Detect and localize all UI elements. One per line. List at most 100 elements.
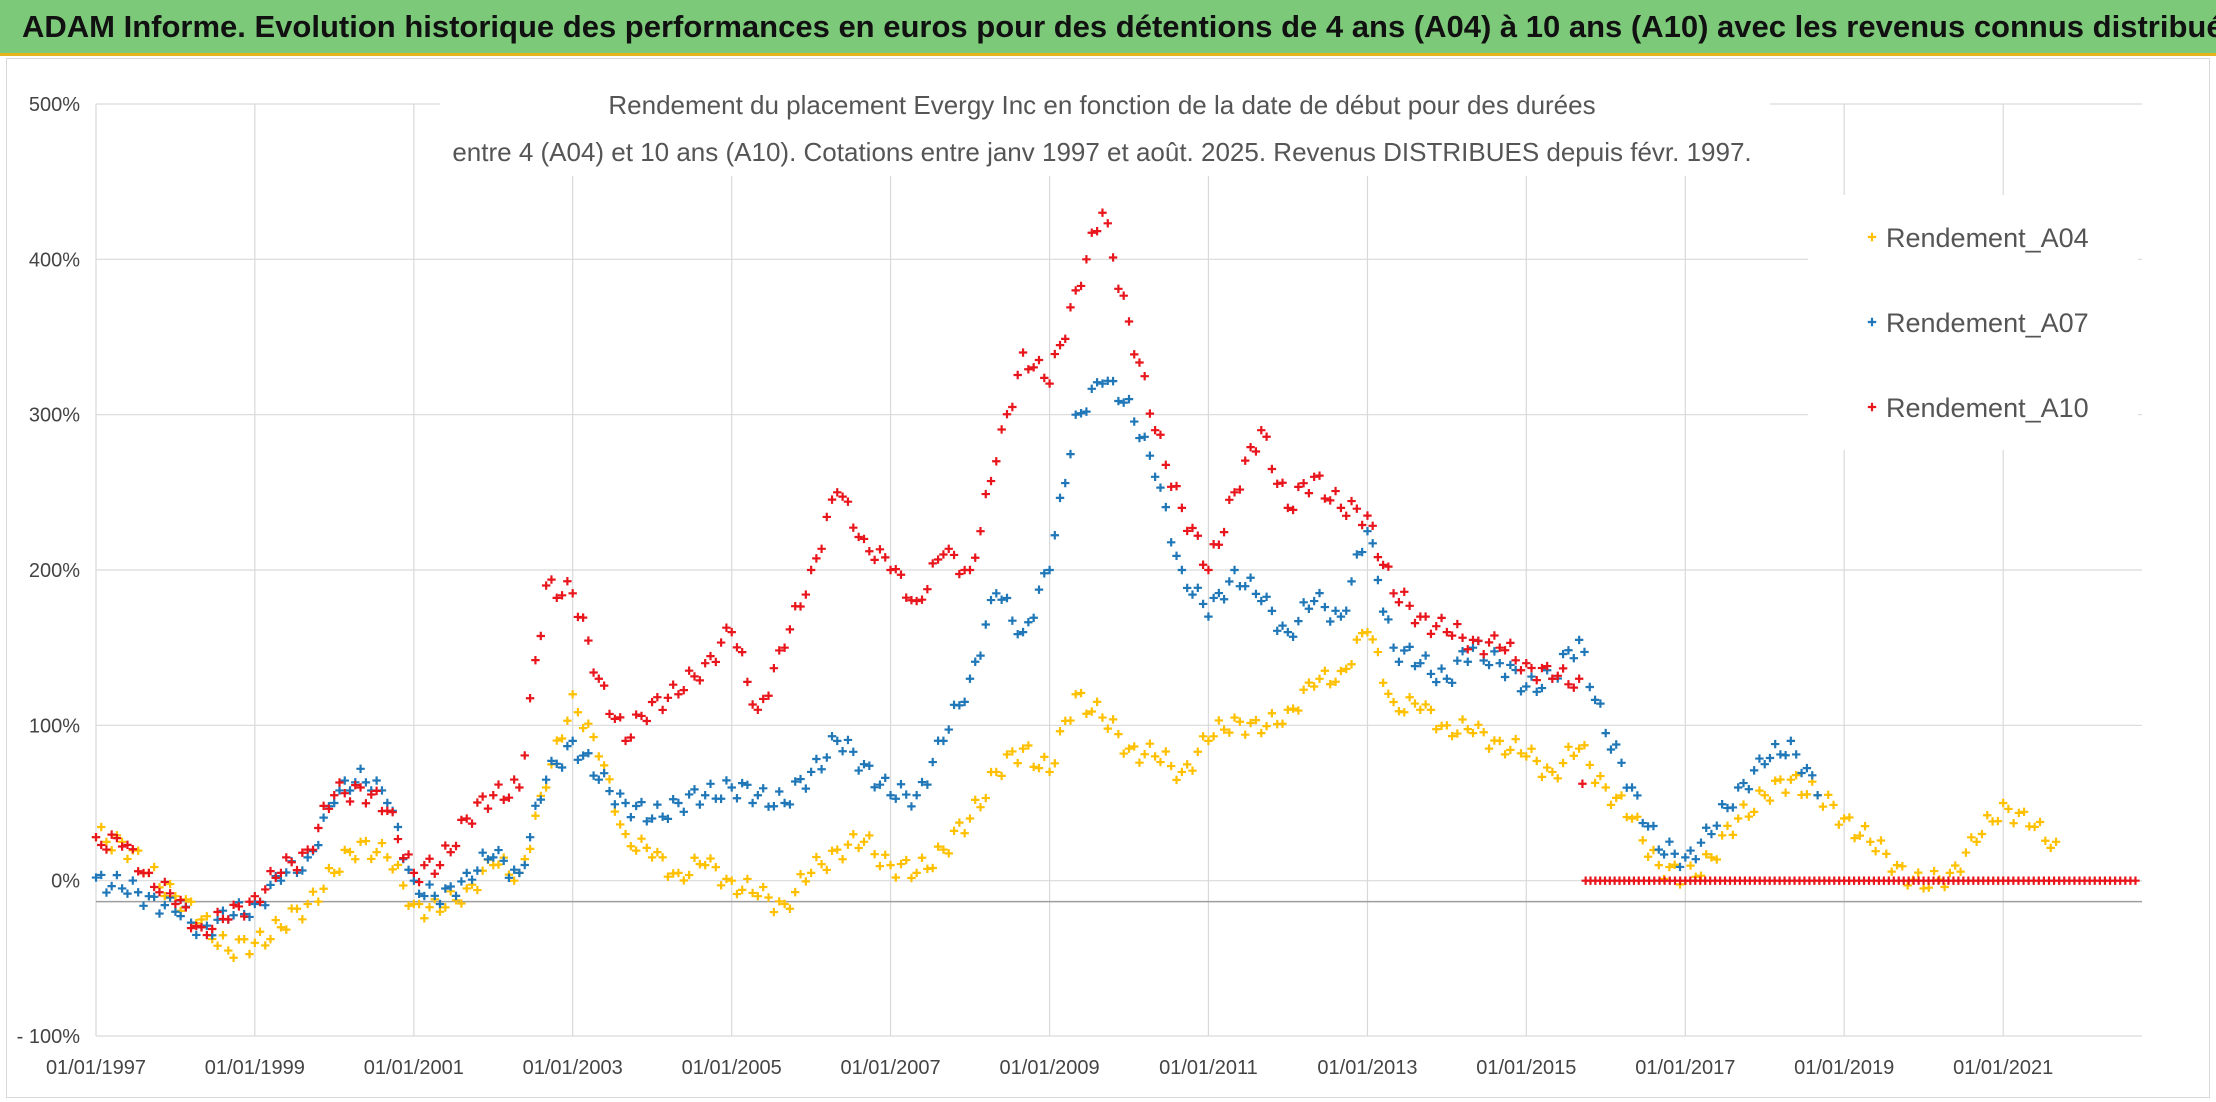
data-point <box>547 756 556 766</box>
data-point <box>854 532 863 542</box>
data-point <box>881 553 890 562</box>
data-point <box>509 876 519 885</box>
data-point <box>1342 606 1351 615</box>
data-point <box>1368 521 1377 531</box>
data-point <box>1400 708 1409 717</box>
data-point <box>171 892 180 901</box>
data-point <box>525 694 535 703</box>
data-point <box>1633 791 1642 800</box>
data-point <box>1061 334 1070 344</box>
data-point <box>1463 645 1472 654</box>
data-point <box>801 590 811 599</box>
x-tick-label: 01/01/2001 <box>364 1057 464 1079</box>
data-point <box>838 747 847 756</box>
data-point <box>489 853 498 862</box>
data-point <box>91 873 101 882</box>
data-point <box>319 801 328 811</box>
data-point <box>494 845 503 855</box>
data-point <box>1294 482 1303 492</box>
data-point <box>1702 823 1711 832</box>
data-point <box>690 672 699 681</box>
data-point <box>1548 674 1557 683</box>
data-point <box>97 840 106 850</box>
data-point <box>679 876 688 885</box>
data-point <box>976 651 985 660</box>
data-point <box>727 876 736 885</box>
data-point <box>1161 460 1171 470</box>
data-point <box>1241 582 1250 591</box>
data-point <box>1347 660 1356 669</box>
data-point <box>1765 796 1775 805</box>
data-point <box>499 856 508 866</box>
data-point <box>1432 724 1441 734</box>
data-point <box>1225 495 1234 505</box>
data-point <box>1092 378 1102 387</box>
data-point <box>335 786 344 795</box>
data-point <box>1378 678 1388 688</box>
data-point <box>1384 562 1393 571</box>
data-point <box>1527 744 1536 753</box>
data-point <box>1717 800 1727 809</box>
data-point <box>849 830 858 839</box>
data-point <box>843 735 853 745</box>
data-point <box>822 753 832 762</box>
data-point <box>525 844 535 854</box>
data-point <box>2009 818 2018 828</box>
data-point <box>695 676 705 685</box>
data-point <box>605 786 614 796</box>
data-point <box>367 790 376 799</box>
data-point <box>1728 830 1738 840</box>
data-point <box>494 860 503 869</box>
data-point <box>112 870 122 880</box>
data-point <box>319 813 328 822</box>
data-point <box>653 800 662 809</box>
data-point <box>541 783 551 792</box>
data-point <box>435 907 445 916</box>
data-point <box>817 860 826 869</box>
data-point <box>663 693 673 703</box>
data-point <box>1500 750 1510 759</box>
data-point <box>1076 688 1086 698</box>
data-point <box>107 881 116 891</box>
data-point <box>928 863 937 873</box>
data-point <box>1744 785 1754 794</box>
data-point <box>1347 496 1356 506</box>
data-point <box>446 847 455 857</box>
data-point <box>949 550 959 560</box>
data-point <box>197 923 206 932</box>
data-point <box>1108 253 1118 262</box>
data-point <box>1262 721 1271 731</box>
data-point <box>1786 736 1796 746</box>
data-point <box>1945 868 1955 878</box>
data-point <box>414 877 424 887</box>
data-point <box>594 775 603 784</box>
data-point <box>796 774 805 784</box>
data-point <box>1331 677 1340 686</box>
data-point <box>684 870 694 880</box>
data-point <box>1867 402 1877 412</box>
data-point <box>1145 739 1155 748</box>
data-point <box>383 798 392 808</box>
data-point <box>1866 837 1875 847</box>
y-tick-label: 400% <box>29 249 80 271</box>
data-point <box>1802 763 1812 773</box>
data-point <box>647 814 657 823</box>
data-point <box>1770 776 1780 785</box>
data-point <box>1860 821 1870 831</box>
data-point <box>1150 472 1160 481</box>
data-point <box>1421 612 1430 621</box>
data-point <box>1829 800 1838 810</box>
x-tick-label: 01/01/1999 <box>205 1057 305 1079</box>
data-point <box>420 861 429 870</box>
data-point <box>674 690 683 699</box>
data-point <box>1585 760 1594 770</box>
data-point <box>425 880 434 889</box>
data-point <box>573 755 583 765</box>
x-tick-label: 01/01/2009 <box>1000 1057 1100 1079</box>
data-point <box>1299 598 1308 607</box>
data-point <box>1326 496 1335 505</box>
data-point <box>1299 685 1308 694</box>
data-point <box>886 860 895 870</box>
data-point <box>621 829 630 839</box>
data-point <box>1251 447 1261 456</box>
